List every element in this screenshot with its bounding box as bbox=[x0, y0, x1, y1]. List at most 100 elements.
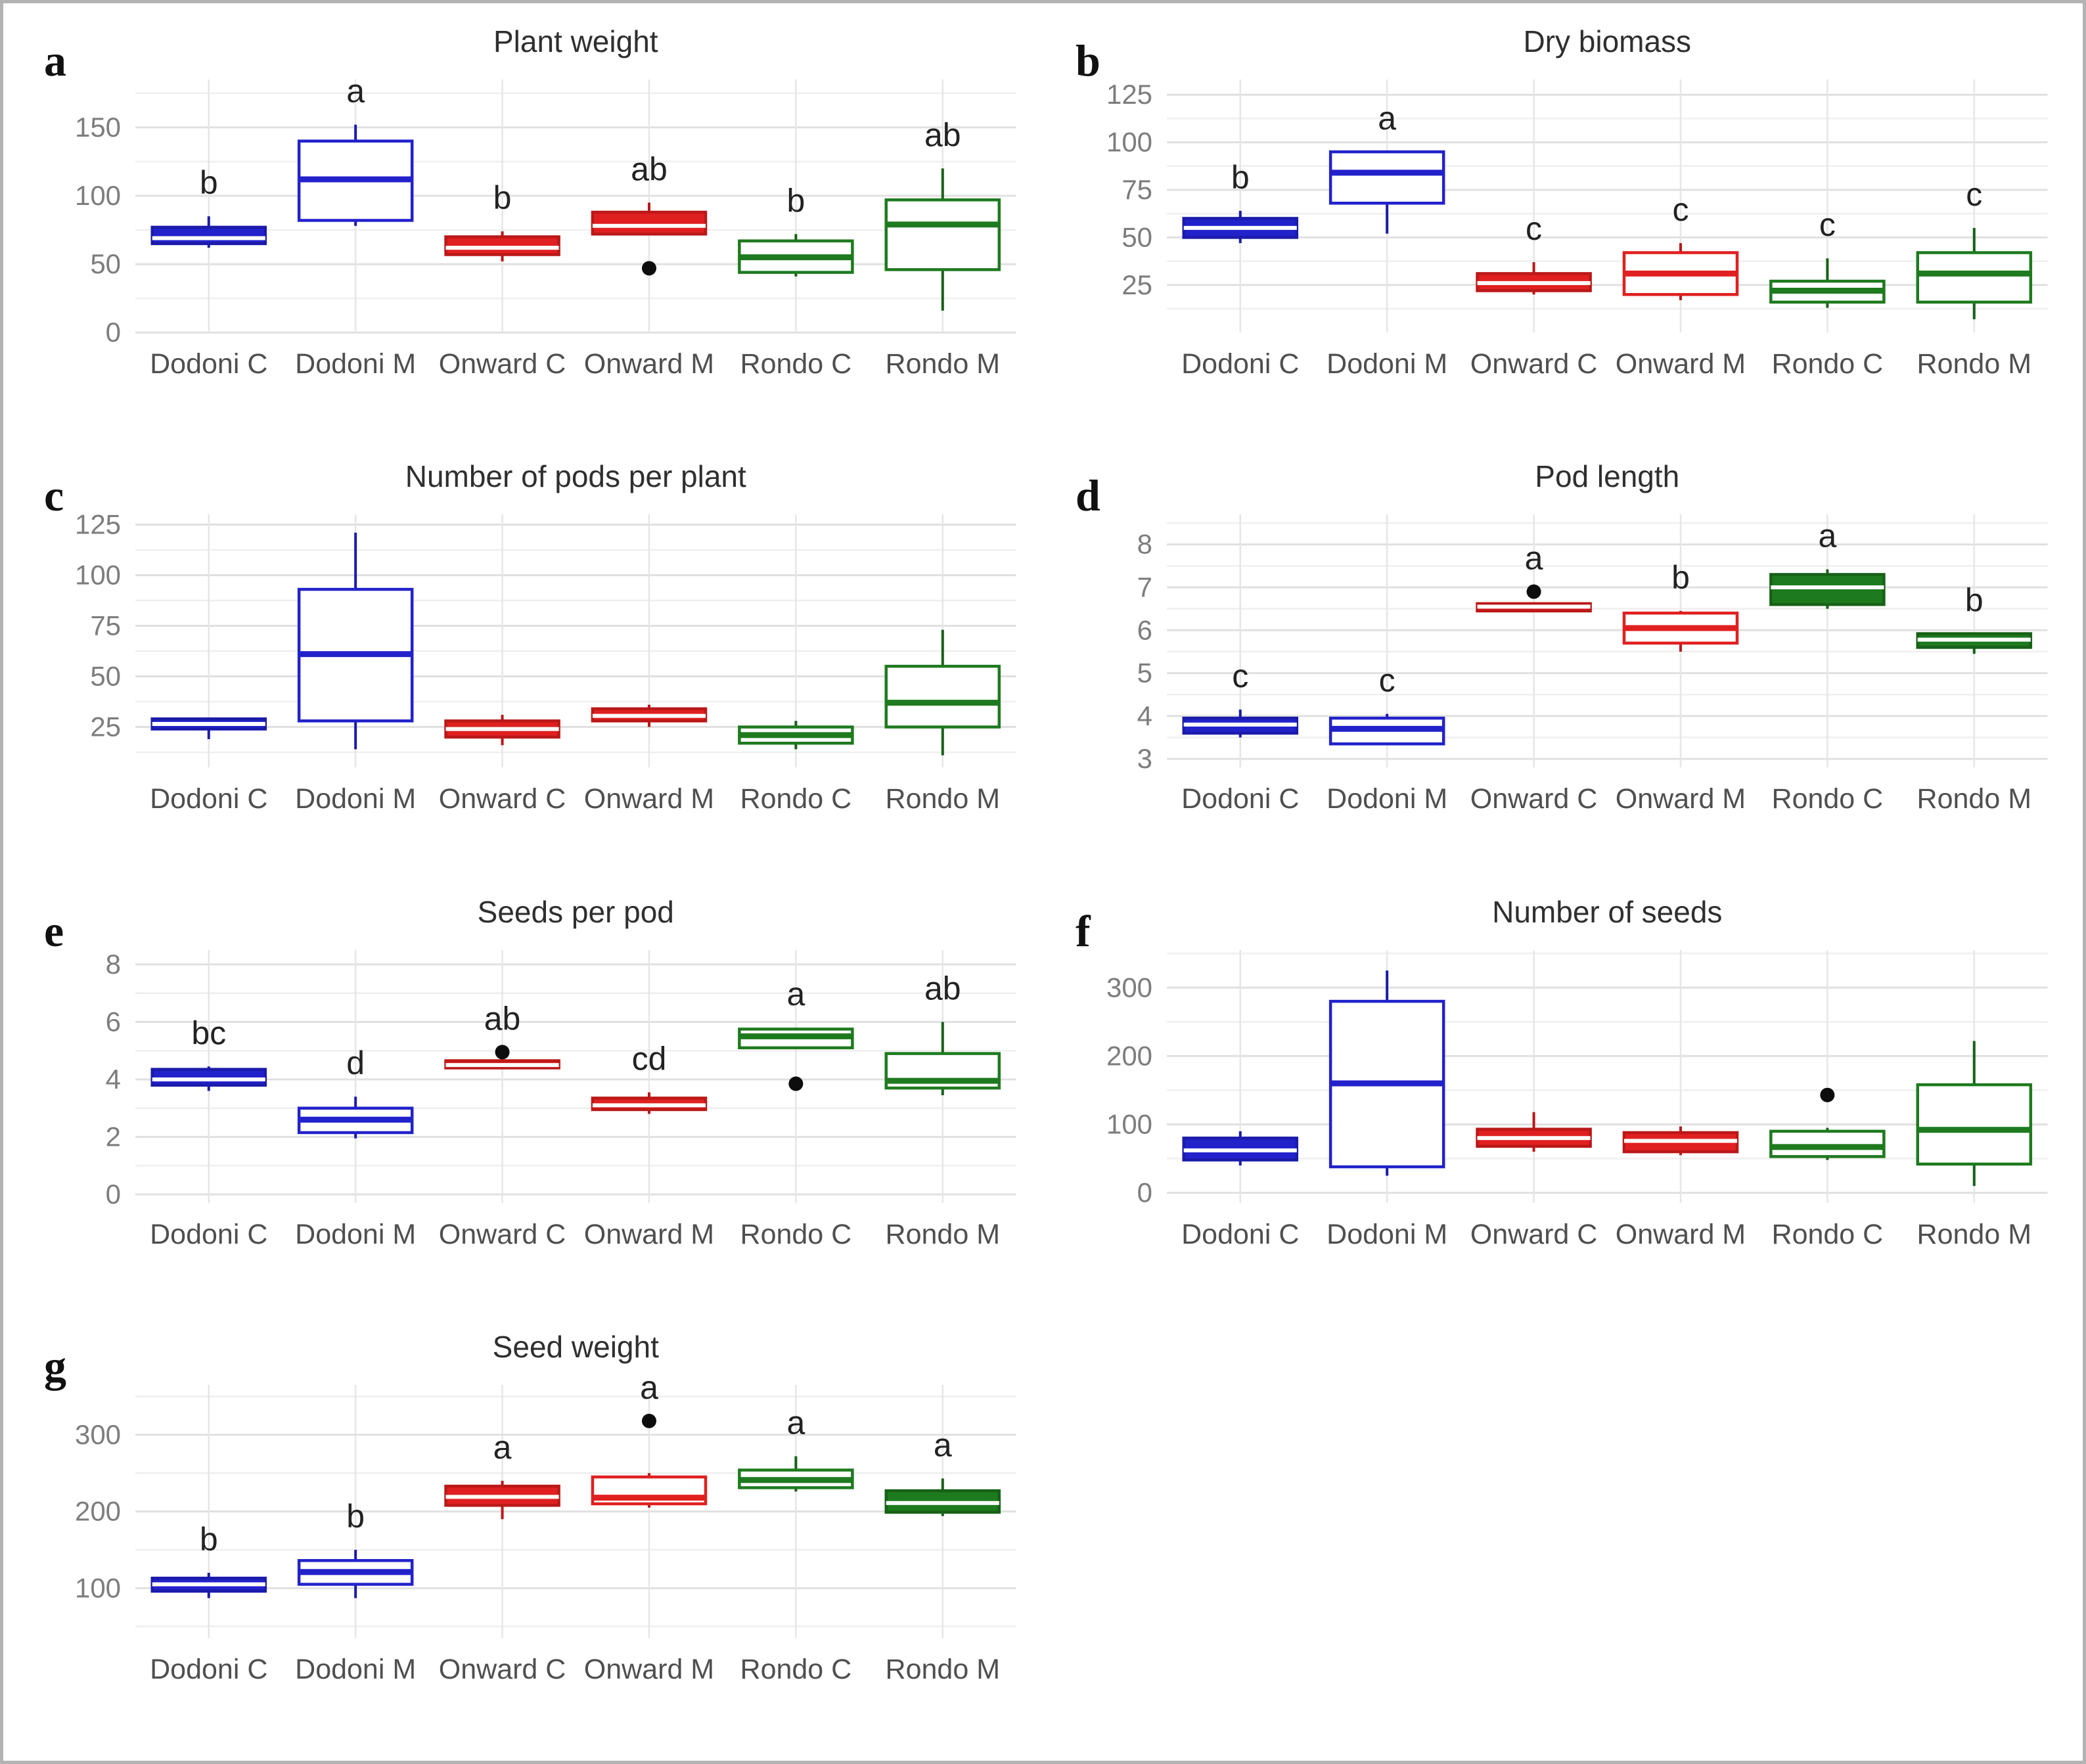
significance-letter: b bbox=[786, 182, 805, 219]
x-category-label: Dodoni C bbox=[150, 1219, 267, 1250]
significance-letter: ab bbox=[631, 150, 668, 187]
box-rect bbox=[884, 665, 1001, 729]
y-tick-label: 300 bbox=[75, 1419, 121, 1450]
x-category-label: Onward C bbox=[439, 783, 566, 815]
box-onward-m: b bbox=[1622, 559, 1738, 652]
box-dodoni-m: a bbox=[1328, 100, 1445, 234]
y-tick-label: 125 bbox=[75, 509, 121, 540]
significance-letter: b bbox=[346, 1498, 365, 1535]
x-category-label: Rondo C bbox=[740, 348, 852, 380]
y-tick-label: 7 bbox=[1137, 572, 1152, 602]
x-category-label: Dodoni C bbox=[150, 783, 267, 815]
y-tick-label: 5 bbox=[1137, 658, 1152, 689]
panel-svg: Dodoni C Dodoni M Onward C Onward M Rondo C R… bbox=[44, 24, 1016, 380]
y-tick-label: 100 bbox=[75, 560, 121, 591]
significance-letter: bc bbox=[191, 1014, 226, 1051]
x-category-label: Rondo M bbox=[886, 348, 1000, 380]
y-tick-label: 3 bbox=[1137, 743, 1152, 774]
y-tick-label: 0 bbox=[1137, 1177, 1152, 1208]
x-category-label: Dodoni C bbox=[150, 348, 267, 380]
panel-title: Dry biomass bbox=[1523, 24, 1691, 58]
panel-svg: Dodoni C Dodoni M Onward C Onward M Rondo C R… bbox=[44, 895, 1016, 1250]
x-category-label: Onward M bbox=[584, 1654, 714, 1685]
y-tick-label: 200 bbox=[75, 1495, 121, 1526]
box-onward-c: ab bbox=[444, 1000, 560, 1070]
panel-grid: Dodoni C Dodoni M Onward C Onward M Rondo C R… bbox=[14, 14, 2076, 1754]
y-tick-label: 75 bbox=[90, 610, 121, 641]
x-category-label: Dodoni M bbox=[295, 348, 416, 380]
y-tick-label: 6 bbox=[106, 1006, 121, 1037]
x-category-label: Dodoni C bbox=[1181, 783, 1299, 815]
significance-letter: b bbox=[1964, 582, 1983, 619]
panel-letter: d bbox=[1076, 470, 1100, 520]
significance-letter: c bbox=[1819, 206, 1835, 243]
box-rect bbox=[591, 210, 708, 236]
panel-letter: f bbox=[1076, 906, 1091, 956]
panel-title: Seed weight bbox=[493, 1330, 659, 1364]
y-tick-label: 50 bbox=[1122, 221, 1152, 252]
outlier-dot bbox=[1819, 1087, 1834, 1102]
panel-title: Plant weight bbox=[493, 24, 658, 58]
significance-letter: c bbox=[1526, 210, 1542, 247]
panel-title: Number of pods per plant bbox=[405, 459, 746, 493]
panel-letter: g bbox=[44, 1341, 66, 1391]
box-onward-c: a bbox=[1475, 540, 1592, 613]
x-category-label: Rondo M bbox=[886, 1219, 1000, 1250]
box-dodoni-c: b bbox=[150, 1521, 267, 1598]
x-category-label: Rondo M bbox=[1916, 783, 2031, 815]
x-category-label: Rondo M bbox=[886, 1654, 1000, 1685]
box-onward-c: c bbox=[1475, 210, 1592, 295]
box-onward-m: cd bbox=[591, 1040, 708, 1114]
significance-letter: b bbox=[200, 164, 218, 201]
significance-letter: b bbox=[493, 179, 512, 216]
y-tick-label: 100 bbox=[1106, 127, 1152, 158]
box-rondo-m: ab bbox=[884, 116, 1001, 311]
x-category-label: Dodoni C bbox=[1181, 348, 1299, 380]
box-dodoni-c: b bbox=[1181, 159, 1298, 244]
x-category-label: Onward C bbox=[439, 1654, 566, 1685]
panel-dry-biomass: Dodoni C Dodoni M Onward C Onward M Rondo C R… bbox=[1045, 14, 2077, 449]
x-category-label: Rondo C bbox=[740, 1219, 852, 1250]
box-rect bbox=[884, 198, 1001, 271]
significance-letter: a bbox=[786, 1404, 805, 1441]
significance-letter: cd bbox=[632, 1040, 667, 1077]
panel-svg: Dodoni C Dodoni M Onward C Onward M Rondo C R… bbox=[1076, 895, 2047, 1250]
panel-svg: Dodoni C Dodoni M Onward C Onward M Rondo C R… bbox=[44, 1330, 1016, 1685]
significance-letter: b bbox=[200, 1521, 218, 1558]
x-category-label: Dodoni M bbox=[1326, 348, 1447, 380]
y-tick-label: 4 bbox=[106, 1063, 121, 1094]
y-tick-label: 200 bbox=[1106, 1040, 1152, 1071]
box-onward-m: c bbox=[1622, 191, 1738, 300]
x-category-label: Onward M bbox=[1615, 783, 1745, 815]
box-rect bbox=[1916, 1083, 2032, 1165]
box-dodoni-m: c bbox=[1328, 662, 1445, 746]
significance-letter: c bbox=[1378, 662, 1395, 699]
x-category-label: Rondo C bbox=[1771, 783, 1883, 815]
box-dodoni-c bbox=[1181, 1131, 1298, 1165]
y-tick-label: 8 bbox=[1137, 529, 1152, 560]
y-tick-label: 50 bbox=[90, 661, 121, 692]
panel-number-of-seeds: Dodoni C Dodoni M Onward C Onward M Rondo C R… bbox=[1045, 884, 2077, 1319]
y-tick-label: 0 bbox=[106, 317, 121, 348]
x-category-label: Onward C bbox=[1470, 1219, 1597, 1250]
significance-letter: c bbox=[1672, 191, 1689, 228]
y-tick-label: 150 bbox=[75, 112, 121, 143]
x-category-label: Onward C bbox=[439, 1219, 566, 1250]
panel-svg: Dodoni C Dodoni M Onward C Onward M Rondo C R… bbox=[1076, 459, 2047, 815]
outlier-dot bbox=[495, 1044, 510, 1059]
panel-seed-weight: Dodoni C Dodoni M Onward C Onward M Rondo C R… bbox=[14, 1319, 1045, 1754]
panel-number-of-pods: Dodoni C Dodoni M Onward C Onward M Rondo C R… bbox=[14, 449, 1045, 884]
box-onward-m bbox=[591, 704, 708, 727]
significance-letter: d bbox=[346, 1045, 365, 1081]
box-dodoni-m bbox=[1328, 970, 1445, 1176]
box-rondo-m: b bbox=[1916, 582, 2032, 654]
box-dodoni-c: c bbox=[1181, 658, 1298, 738]
y-tick-label: 2 bbox=[106, 1121, 121, 1152]
panel-letter: c bbox=[44, 470, 64, 520]
y-tick-label: 6 bbox=[1137, 615, 1152, 646]
box-rect bbox=[150, 1067, 267, 1087]
x-category-label: Onward C bbox=[1470, 348, 1597, 380]
significance-letter: a bbox=[640, 1369, 658, 1406]
box-dodoni-c: bc bbox=[150, 1014, 267, 1091]
x-category-label: Onward M bbox=[1615, 1219, 1745, 1250]
